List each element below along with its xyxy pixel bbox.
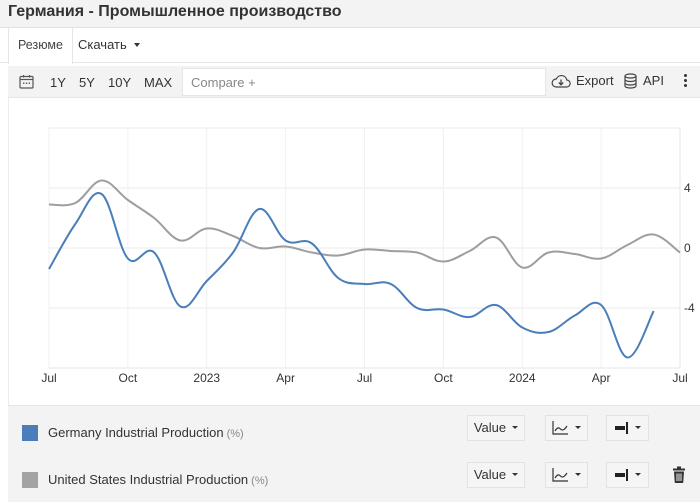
- svg-text:2024: 2024: [509, 371, 536, 385]
- axis-select[interactable]: [606, 415, 649, 441]
- svg-text:2023: 2023: [193, 371, 220, 385]
- tab-download-label: Скачать: [78, 37, 127, 52]
- export-label: Export: [576, 73, 614, 88]
- tab-summary-label: Резюме: [18, 38, 63, 52]
- svg-text:Oct: Oct: [434, 371, 453, 385]
- legend-row-united-states: United States Industrial Production (%) V…: [8, 460, 700, 500]
- trash-icon[interactable]: [672, 466, 686, 484]
- title-bar: Германия - Промышленное производство: [0, 0, 700, 28]
- range-max-button[interactable]: MAX: [144, 75, 173, 90]
- x-axis-labels: Jul Oct 2023 Apr Jul Oct 2024 Apr Jul: [41, 371, 687, 385]
- chart-type-select[interactable]: [545, 415, 588, 441]
- chart-type-select[interactable]: [545, 462, 588, 488]
- chart-series: [48, 179, 681, 359]
- svg-text:Oct: Oct: [119, 371, 138, 385]
- api-button[interactable]: API: [624, 72, 664, 91]
- axis-select[interactable]: [606, 462, 649, 488]
- legend-panel: Germany Industrial Production (%) Value U…: [8, 405, 700, 502]
- cloud-download-icon: [551, 74, 571, 88]
- compare-placeholder: Compare +: [191, 75, 256, 90]
- svg-text:Jul: Jul: [41, 371, 56, 385]
- chart-toolbar: 1Y 5Y 10Y MAX Compare + Export API: [8, 66, 700, 98]
- caret-down-icon: [133, 42, 140, 47]
- tab-download[interactable]: Скачать: [78, 28, 140, 63]
- export-button[interactable]: Export: [551, 73, 614, 91]
- value-select[interactable]: Value: [467, 415, 525, 441]
- value-select[interactable]: Value: [467, 462, 525, 488]
- database-icon: [624, 72, 637, 89]
- svg-text:0: 0: [684, 241, 691, 255]
- range-5y-button[interactable]: 5Y: [79, 75, 95, 90]
- series-label: United States Industrial Production (%): [48, 472, 269, 487]
- page-title: Германия - Промышленное производство: [8, 3, 342, 20]
- svg-text:Jul: Jul: [357, 371, 372, 385]
- range-10y-button[interactable]: 10Y: [108, 75, 132, 90]
- compare-input[interactable]: Compare +: [182, 68, 546, 96]
- api-label: API: [643, 73, 664, 88]
- tab-summary[interactable]: Резюме: [8, 28, 73, 64]
- series-line: [48, 179, 681, 269]
- calendar-icon[interactable]: [19, 74, 34, 89]
- y-axis-labels: 4 0 -4: [684, 181, 695, 315]
- svg-text:Jul: Jul: [672, 371, 687, 385]
- series-label: Germany Industrial Production (%): [48, 425, 244, 440]
- tab-bar: Резюме Скачать: [0, 28, 700, 64]
- svg-text:-4: -4: [684, 301, 695, 315]
- svg-text:Apr: Apr: [592, 371, 611, 385]
- axis-right-icon: [614, 421, 628, 434]
- svg-text:4: 4: [684, 181, 691, 195]
- series-color-swatch[interactable]: [22, 472, 38, 488]
- svg-text:Apr: Apr: [276, 371, 295, 385]
- series-color-swatch[interactable]: [22, 425, 38, 441]
- line-chart-icon: [552, 420, 568, 435]
- line-chart-icon: [552, 467, 568, 482]
- chart-grid: [48, 127, 681, 369]
- range-1y-button[interactable]: 1Y: [50, 75, 66, 90]
- line-chart[interactable]: Jul Oct 2023 Apr Jul Oct 2024 Apr Jul 4 0 -4: [9, 98, 700, 405]
- chart-area: Jul Oct 2023 Apr Jul Oct 2024 Apr Jul 4 0 -4: [8, 98, 700, 405]
- axis-right-icon: [614, 468, 628, 481]
- series-line: [48, 191, 655, 359]
- kebab-menu-icon[interactable]: [682, 74, 688, 90]
- legend-row-germany: Germany Industrial Production (%) Value: [8, 413, 700, 453]
